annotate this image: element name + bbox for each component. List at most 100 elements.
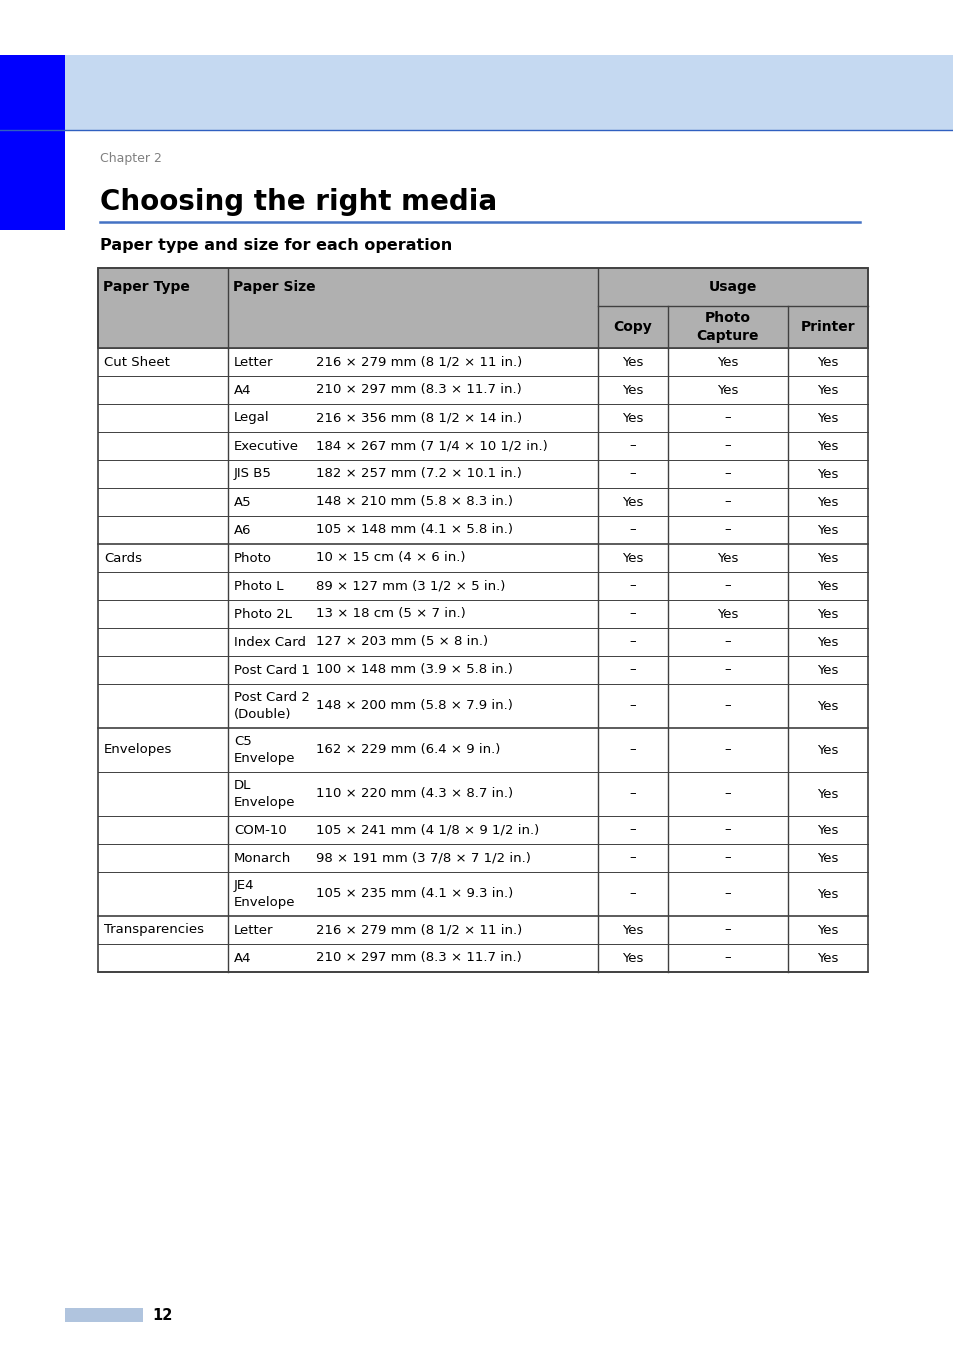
Bar <box>65 1308 143 1323</box>
Text: 105 × 235 mm (4.1 × 9.3 in.): 105 × 235 mm (4.1 × 9.3 in.) <box>315 888 513 901</box>
Text: Yes: Yes <box>817 523 838 536</box>
Text: –: – <box>629 824 636 836</box>
Text: –: – <box>629 580 636 593</box>
Bar <box>98 728 867 771</box>
Bar <box>0 55 65 230</box>
Text: C5: C5 <box>233 735 252 747</box>
Text: Envelope: Envelope <box>233 796 295 809</box>
Text: –: – <box>629 523 636 536</box>
Text: Yes: Yes <box>817 412 838 424</box>
Bar <box>98 771 867 816</box>
Bar <box>98 459 867 488</box>
Text: –: – <box>629 851 636 865</box>
Text: Yes: Yes <box>817 700 838 712</box>
Text: Yes: Yes <box>717 608 738 620</box>
Text: –: – <box>724 788 731 801</box>
Text: Yes: Yes <box>621 384 643 396</box>
Text: –: – <box>724 924 731 936</box>
Text: Yes: Yes <box>817 888 838 901</box>
Text: Envelope: Envelope <box>233 896 295 909</box>
Text: Yes: Yes <box>817 824 838 836</box>
Text: –: – <box>724 467 731 481</box>
Bar <box>98 267 867 349</box>
Text: 216 × 279 mm (8 1/2 × 11 in.): 216 × 279 mm (8 1/2 × 11 in.) <box>315 924 521 936</box>
Text: Cut Sheet: Cut Sheet <box>104 355 170 369</box>
Text: Yes: Yes <box>717 551 738 565</box>
Bar <box>0 55 953 130</box>
Text: Yes: Yes <box>817 851 838 865</box>
Bar <box>98 267 867 971</box>
Text: Post Card 1: Post Card 1 <box>233 663 310 677</box>
Text: –: – <box>629 608 636 620</box>
Text: Yes: Yes <box>621 412 643 424</box>
Text: –: – <box>724 888 731 901</box>
Text: Letter: Letter <box>233 355 274 369</box>
Text: –: – <box>724 523 731 536</box>
Text: Printer: Printer <box>800 320 855 334</box>
Text: Choosing the right media: Choosing the right media <box>100 188 497 216</box>
Bar <box>98 684 867 728</box>
Text: Yes: Yes <box>817 608 838 620</box>
Text: Paper Size: Paper Size <box>233 280 315 295</box>
Text: 210 × 297 mm (8.3 × 11.7 in.): 210 × 297 mm (8.3 × 11.7 in.) <box>315 384 521 396</box>
Text: Index Card: Index Card <box>233 635 306 648</box>
Text: Envelopes: Envelopes <box>104 743 172 757</box>
Text: Yes: Yes <box>717 384 738 396</box>
Text: Cards: Cards <box>104 551 142 565</box>
Bar <box>98 571 867 600</box>
Bar <box>98 432 867 459</box>
Text: Yes: Yes <box>817 439 838 453</box>
Text: Legal: Legal <box>233 412 270 424</box>
Text: 216 × 356 mm (8 1/2 × 14 in.): 216 × 356 mm (8 1/2 × 14 in.) <box>315 412 521 424</box>
Text: 148 × 200 mm (5.8 × 7.9 in.): 148 × 200 mm (5.8 × 7.9 in.) <box>315 700 513 712</box>
Text: Yes: Yes <box>817 355 838 369</box>
Text: Yes: Yes <box>717 355 738 369</box>
Text: Yes: Yes <box>817 496 838 508</box>
Text: Paper type and size for each operation: Paper type and size for each operation <box>100 238 452 253</box>
Text: –: – <box>629 888 636 901</box>
Text: 98 × 191 mm (3 7/8 × 7 1/2 in.): 98 × 191 mm (3 7/8 × 7 1/2 in.) <box>315 851 530 865</box>
Bar <box>98 657 867 684</box>
Text: 105 × 241 mm (4 1/8 × 9 1/2 in.): 105 × 241 mm (4 1/8 × 9 1/2 in.) <box>315 824 538 836</box>
Text: Yes: Yes <box>621 924 643 936</box>
Text: Yes: Yes <box>817 951 838 965</box>
Bar <box>98 944 867 971</box>
Text: COM-10: COM-10 <box>233 824 287 836</box>
Text: –: – <box>629 439 636 453</box>
Text: Executive: Executive <box>233 439 298 453</box>
Text: Copy: Copy <box>613 320 652 334</box>
Text: –: – <box>724 496 731 508</box>
Text: 162 × 229 mm (6.4 × 9 in.): 162 × 229 mm (6.4 × 9 in.) <box>315 743 500 757</box>
Text: 148 × 210 mm (5.8 × 8.3 in.): 148 × 210 mm (5.8 × 8.3 in.) <box>315 496 513 508</box>
Text: –: – <box>629 663 636 677</box>
Bar <box>98 404 867 432</box>
Text: Yes: Yes <box>817 551 838 565</box>
Text: Usage: Usage <box>708 280 757 295</box>
Text: Yes: Yes <box>817 580 838 593</box>
Bar <box>98 871 867 916</box>
Bar <box>98 349 867 376</box>
Text: Yes: Yes <box>621 951 643 965</box>
Text: Monarch: Monarch <box>233 851 291 865</box>
Text: –: – <box>629 788 636 801</box>
Text: A5: A5 <box>233 496 252 508</box>
Text: –: – <box>724 635 731 648</box>
Text: JIS B5: JIS B5 <box>233 467 272 481</box>
Text: (Double): (Double) <box>233 708 292 721</box>
Text: Transparencies: Transparencies <box>104 924 204 936</box>
Text: –: – <box>724 700 731 712</box>
Text: 210 × 297 mm (8.3 × 11.7 in.): 210 × 297 mm (8.3 × 11.7 in.) <box>315 951 521 965</box>
Text: Yes: Yes <box>817 663 838 677</box>
Bar <box>98 516 867 544</box>
Text: –: – <box>629 467 636 481</box>
Text: –: – <box>629 635 636 648</box>
Text: Yes: Yes <box>817 788 838 801</box>
Text: Photo L: Photo L <box>233 580 283 593</box>
Text: JE4: JE4 <box>233 878 254 892</box>
Bar <box>98 916 867 944</box>
Text: 110 × 220 mm (4.3 × 8.7 in.): 110 × 220 mm (4.3 × 8.7 in.) <box>315 788 513 801</box>
Text: 105 × 148 mm (4.1 × 5.8 in.): 105 × 148 mm (4.1 × 5.8 in.) <box>315 523 513 536</box>
Text: Post Card 2: Post Card 2 <box>233 690 310 704</box>
Text: Paper Type: Paper Type <box>103 280 190 295</box>
Text: 10 × 15 cm (4 × 6 in.): 10 × 15 cm (4 × 6 in.) <box>315 551 465 565</box>
